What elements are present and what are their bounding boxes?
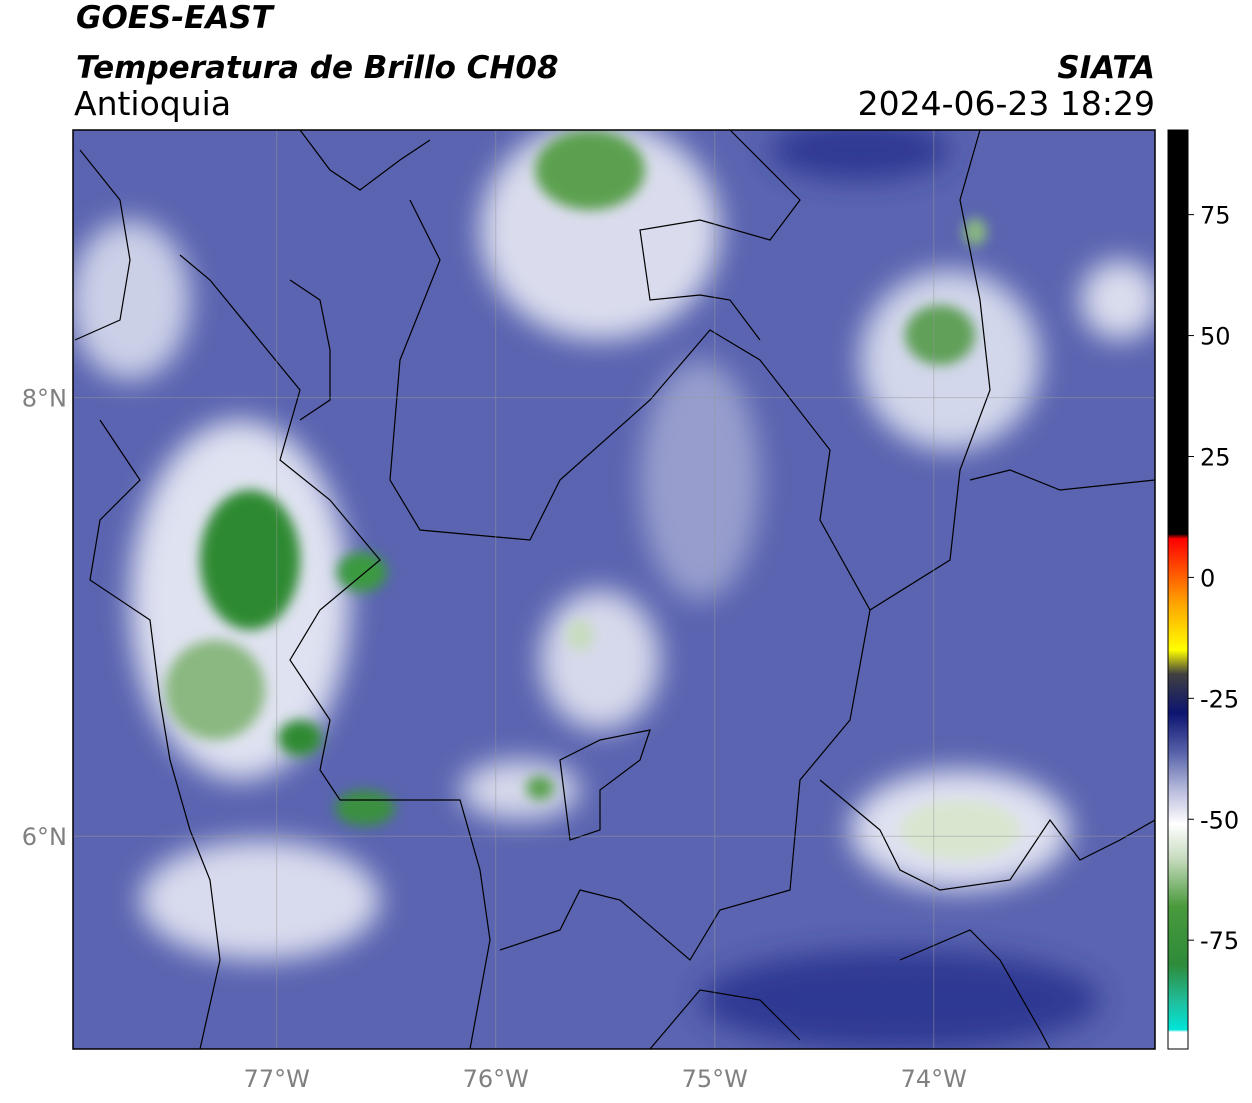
colorbar-tick-label: 25	[1200, 443, 1231, 471]
x-tick-label: 76°W	[463, 1065, 529, 1093]
y-tick-label: 8°N	[22, 385, 67, 413]
colorbar: 75 50 25 0 -25 -50 -75	[1167, 129, 1239, 1050]
source: SIATA	[1057, 50, 1155, 86]
colorbar-tick-label: -25	[1200, 685, 1239, 713]
colorbar-tick-label: 50	[1200, 323, 1231, 351]
x-tick-label: 77°W	[244, 1065, 310, 1093]
subtitle: Temperatura de Brillo CH08	[76, 50, 559, 86]
title: GOES-EAST	[76, 0, 276, 36]
colorbar-tick-label: 0	[1200, 564, 1215, 592]
grid: 77°W 76°W 75°W 74°W 6°N 8°N	[22, 130, 1155, 1093]
x-tick-label: 74°W	[901, 1065, 967, 1093]
satellite-image	[73, 130, 1155, 1049]
region: Antioquia	[74, 84, 231, 123]
datetime: 2024-06-23 18:29	[858, 84, 1155, 123]
colorbar-tick-label: 75	[1200, 202, 1231, 230]
y-tick-label: 6°N	[22, 823, 67, 851]
map-frame	[72, 129, 1156, 1050]
colorbar-fill	[1167, 129, 1189, 1050]
colorbar-tick-label: -50	[1200, 806, 1239, 834]
colorbar-tick-label: -75	[1200, 927, 1239, 955]
x-tick-label: 75°W	[682, 1065, 748, 1093]
